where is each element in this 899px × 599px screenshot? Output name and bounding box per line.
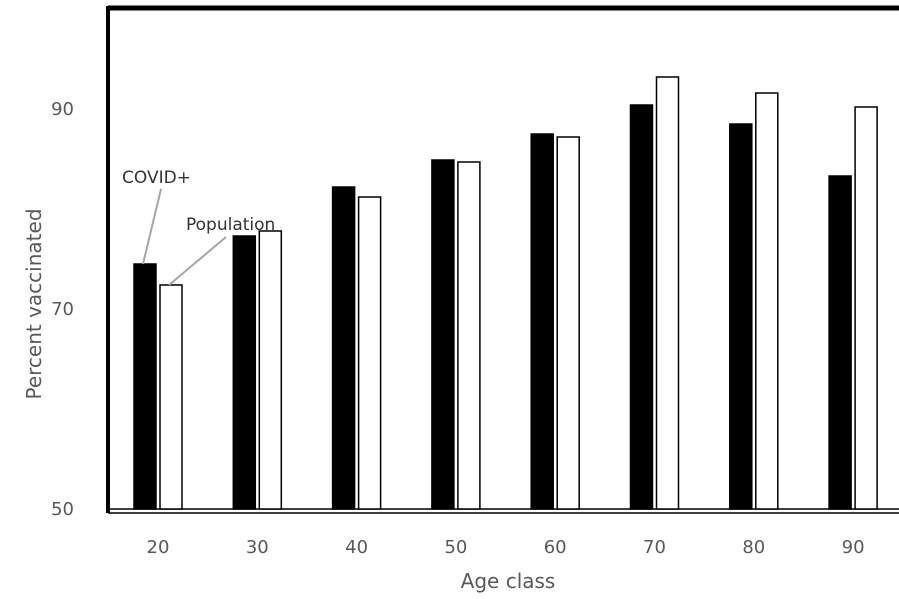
population-annotation: Population (186, 215, 275, 235)
y-tick-label: 90 (51, 99, 74, 120)
y-tick-labels: 50 70 90 (51, 99, 74, 520)
annotations: COVID+ Population (122, 168, 275, 286)
bar-population-40 (357, 196, 382, 510)
bar-population-80 (755, 92, 779, 510)
bar-population-70 (655, 76, 680, 510)
x-tick-label: 90 (842, 537, 865, 558)
y-tick-label: 50 (51, 499, 74, 520)
bars-group (133, 76, 878, 510)
x-tick-labels: 20 30 40 50 60 70 80 90 (147, 537, 865, 558)
x-tick-label: 60 (544, 537, 567, 558)
bar-covid-80 (729, 123, 753, 510)
covid-annotation: COVID+ (122, 168, 191, 188)
plot-frame (106, 5, 899, 514)
x-tick-label: 70 (643, 537, 666, 558)
bar-population-30 (258, 230, 283, 510)
x-tick-label: 80 (742, 537, 765, 558)
bar-population-90 (854, 106, 878, 510)
bar-population-50 (457, 161, 481, 510)
bar-covid-30 (232, 235, 257, 510)
bar-covid-70 (629, 104, 654, 510)
covid-leader-line (142, 188, 162, 265)
bar-covid-20 (133, 263, 157, 510)
bar-covid-50 (431, 159, 455, 510)
y-axis-title: Percent vaccinated (22, 208, 46, 399)
x-tick-label: 40 (345, 537, 368, 558)
x-tick-label: 30 (246, 537, 269, 558)
x-tick-label: 20 (147, 537, 170, 558)
y-tick-label: 70 (51, 299, 74, 320)
bar-covid-90 (828, 175, 852, 510)
bar-population-20 (159, 284, 183, 510)
x-tick-label: 50 (444, 537, 467, 558)
bar-population-60 (556, 136, 580, 510)
population-leader-line (168, 236, 227, 286)
bar-covid-40 (331, 186, 356, 510)
bar-covid-60 (530, 133, 554, 510)
x-axis-title: Age class (461, 569, 556, 593)
